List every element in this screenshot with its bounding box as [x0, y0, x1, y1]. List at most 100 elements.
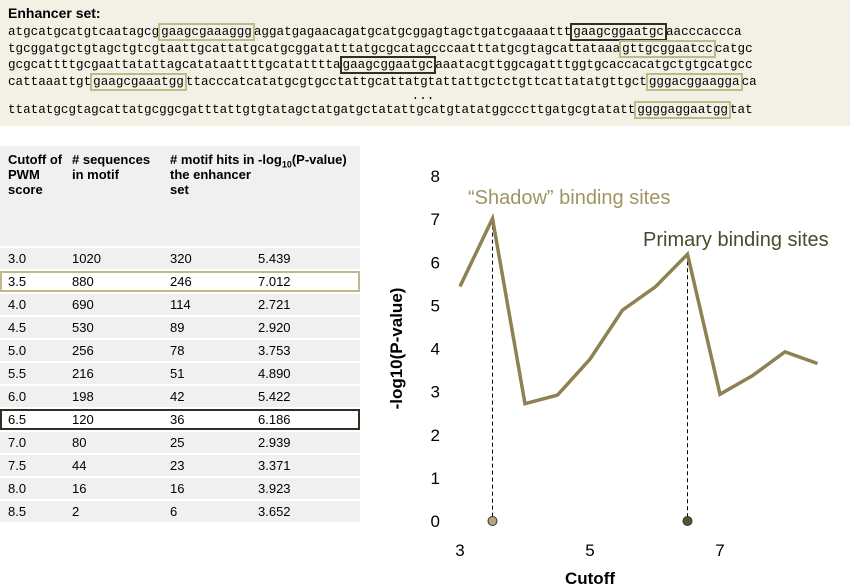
table-cell: 5.0	[8, 343, 27, 358]
table-row: 3.5 880 246 7.012	[0, 271, 360, 292]
y-tick-label: 3	[431, 383, 440, 402]
table-cell: 1020	[72, 251, 101, 266]
table-cell: 2.939	[258, 435, 291, 450]
sequence-line: gcgcattttgcgaattatattagcatataattttgcatat…	[8, 56, 838, 74]
header-text: 10	[281, 159, 292, 170]
table-row: 8.0 16 16 3.923	[0, 478, 360, 499]
y-axis-label: -log10(P-value)	[387, 288, 406, 410]
table-cell: 42	[170, 389, 185, 404]
table-cell: 36	[170, 412, 185, 427]
y-tick-label: 5	[431, 296, 440, 315]
annotation: “Shadow” binding sites	[468, 187, 670, 209]
table-cell: 3.753	[258, 343, 291, 358]
table-row: 4.5 530 89 2.920	[0, 317, 360, 338]
sequence-text: ca	[741, 74, 757, 89]
y-tick-label: 7	[431, 210, 440, 229]
table-cell: 5.422	[258, 389, 291, 404]
table: Cutoff of PWM score # sequences in motif #…	[0, 146, 360, 524]
y-tick-label: 1	[431, 469, 440, 488]
motif-box: gttgcggaatcc	[619, 39, 716, 58]
table-cell: 114	[170, 297, 191, 312]
motif-box: gaagcggaatgc	[570, 23, 667, 41]
chart: 0 1 2 3 4 5 6 7 8 3 5 7 Cutoff -log10(P-value) “Shadow…	[387, 167, 829, 587]
table-cell: 198	[72, 389, 94, 404]
table-cell: 2	[72, 504, 80, 519]
x-tick-label: 5	[585, 541, 594, 560]
sequence-text: atgcatgcatgtcaatagcg	[8, 25, 160, 39]
y-tick-label: 8	[431, 167, 440, 186]
sequence-text: ttatatgcgtagcattatgcggcgatttattgtgtatagc…	[8, 103, 636, 117]
table-cell: 6	[170, 504, 178, 519]
sequence-line: tgcggatgctgtagctgtcgtaattgcattatgcatgcgg…	[8, 39, 838, 58]
motif-box: gggacggaagga	[645, 72, 743, 91]
table-row: 6.5 120 36 6.186	[0, 409, 360, 430]
sequence-text: aaatacgttggcagatttggtgcaccacatgctgtgcatg…	[435, 58, 753, 72]
header-cell: # motif hits in the enhancer set	[170, 152, 255, 197]
table-cell: 3.0	[8, 251, 27, 266]
table-cell: 25	[170, 435, 185, 450]
motif-box: ggggaggaatgg	[634, 101, 731, 119]
table-row: 4.0 690 114 2.721	[0, 294, 360, 315]
table-row: 5.5 216 51 4.890	[0, 363, 360, 384]
table-cell: 256	[72, 343, 94, 358]
table-cell: 4.0	[8, 297, 27, 312]
annotation: Primary binding sites	[643, 229, 829, 251]
sequence-line: ttatatgcgtagcattatgcggcgatttattgtgtatagc…	[8, 101, 838, 119]
table-cell: 6.0	[8, 389, 27, 404]
table-row: 7.0 80 25 2.939	[0, 432, 360, 453]
table-header: Cutoff of PWM score # sequences in motif #…	[0, 146, 360, 246]
table-cell: 246	[170, 274, 192, 289]
sequence-text: ...	[411, 89, 435, 103]
x-tick-label: 7	[715, 541, 724, 560]
sequence-text: cattaaattgt	[8, 74, 92, 89]
table-cell: 530	[72, 320, 94, 335]
table-cell: 8.5	[8, 504, 27, 519]
motif-box: gaagcgaaaggg	[158, 23, 255, 41]
table-row: 3.0 1020 320 5.439	[0, 248, 360, 269]
sequence-line: atgcatgcatgtcaatagcg gaagcgaaaggg aggatgag…	[8, 23, 838, 41]
sequence-text: aggatgagaacagatgcatgcggagtagctgatcgaaaat…	[253, 25, 572, 39]
marker-dot	[682, 516, 693, 526]
table-cell: 89	[170, 320, 185, 335]
table-row: 7.5 44 23 3.371	[0, 455, 360, 476]
sequence-text: catgc	[714, 41, 753, 56]
y-tick-label: 0	[431, 512, 440, 531]
table-cell: 23	[170, 458, 185, 473]
sequence-line: ...	[8, 89, 838, 103]
x-axis-label: Cutoff	[565, 569, 615, 587]
table-row: 6.0 198 42 5.422	[0, 386, 360, 407]
y-tick-label: 2	[431, 426, 440, 445]
table-cell: 4.5	[8, 320, 27, 335]
table-cell: 320	[170, 251, 192, 266]
table-cell: 6.186	[258, 412, 291, 427]
table-cell: 7.012	[258, 274, 291, 289]
table-cell: 216	[72, 366, 94, 381]
table-cell: 16	[170, 481, 185, 496]
table-cell: 16	[72, 481, 87, 496]
sequence-line: cattaaattgt gaagcgaaatgg ttacccatcatatgcgt…	[8, 72, 838, 91]
table-cell: 3.5	[8, 274, 27, 289]
table-row: 8.5 2 6 3.652	[0, 501, 360, 522]
enhancer-panel: Enhancer set: atgcatgcatgtcaatagcg gaagcg…	[0, 0, 850, 126]
table-row: 5.0 256 78 3.753	[0, 340, 360, 361]
x-tick-label: 3	[455, 541, 464, 560]
table-cell: 2.920	[258, 320, 291, 335]
header-text: -log	[258, 152, 282, 167]
y-tick-label: 6	[431, 253, 440, 272]
motif-box: gaagcggaatgc	[339, 56, 437, 74]
sequence-text: gcgcattttgcgaattatattagcatataattttgcatat…	[8, 58, 341, 72]
sequence-lines: atgcatgcatgtcaatagcg gaagcgaaaggg aggatgag…	[8, 23, 838, 119]
table-cell: 51	[170, 366, 185, 381]
table-cell: 44	[72, 458, 87, 473]
sequence-text: aacccaccca	[665, 25, 742, 39]
table-cell: 7.5	[8, 458, 27, 473]
table-cell: 4.890	[258, 366, 291, 381]
header-cell: # sequences in motif	[72, 152, 151, 182]
table-cell: 6.5	[8, 412, 27, 427]
table-cell: 3.652	[258, 504, 291, 519]
header-cell: -log10(P-value)	[258, 152, 347, 173]
sequence-text: ttacccatcatatgcgtgcctattgcattatgtattattg…	[185, 74, 647, 89]
sequence-text: tgcggatgctgtagctgtcgtaattgcattatgcatgcgg…	[8, 41, 621, 56]
motif-box: gaagcgaaatgg	[90, 72, 187, 91]
y-tick-label: 4	[431, 340, 440, 359]
